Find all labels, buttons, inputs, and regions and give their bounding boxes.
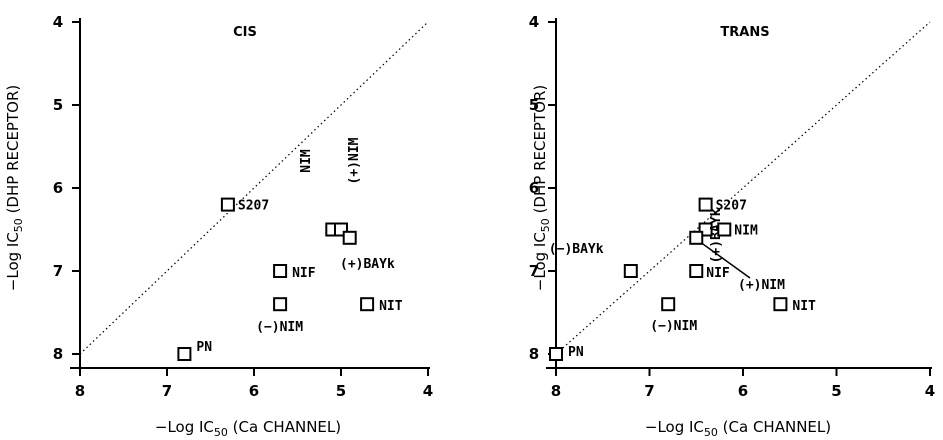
data-point-label: (+)NIM bbox=[738, 278, 785, 293]
x-tick-label: 4 bbox=[925, 382, 935, 400]
data-point-label: NIM bbox=[299, 149, 314, 173]
y-tick-label: 4 bbox=[53, 13, 63, 31]
y-tick-label: 6 bbox=[529, 179, 539, 197]
identity-line bbox=[79, 21, 429, 355]
data-point-label: (+)BAYk bbox=[340, 257, 395, 272]
y-tick-label: 5 bbox=[529, 96, 539, 114]
data-point-label: PN bbox=[568, 345, 584, 360]
data-point bbox=[661, 297, 676, 312]
panel-title: TRANS bbox=[720, 25, 769, 40]
data-point-label: S207 bbox=[716, 199, 747, 214]
data-point bbox=[773, 297, 788, 312]
chart-panel-1: 4 5 6 7 8 8 7 6 5 4 CIS −Log IC50 (Ca CHANNEL) −Log … bbox=[4, 13, 433, 439]
y-tick-label: 7 bbox=[529, 262, 539, 280]
chart-panel-2: 4 5 6 7 8 8 7 6 5 4 TRANS −Log IC50 (Ca CHANNEL) −Lo… bbox=[529, 13, 935, 439]
y-axis-label: −Log IC50 (DHP RECEPTOR) bbox=[531, 85, 552, 291]
data-point bbox=[177, 347, 192, 361]
y-tick-label: 4 bbox=[529, 13, 539, 31]
y-tick-label: 8 bbox=[53, 345, 63, 363]
data-point bbox=[220, 197, 235, 212]
y-tick-label: 8 bbox=[529, 345, 539, 363]
x-tick-label: 8 bbox=[75, 382, 85, 400]
x-tick-label: 6 bbox=[738, 382, 748, 400]
data-point-label: PN bbox=[196, 340, 212, 355]
x-tick-label: 5 bbox=[831, 382, 841, 400]
y-tick-label: 5 bbox=[53, 96, 63, 114]
data-point bbox=[698, 197, 713, 212]
data-point-label: (+)NIM bbox=[347, 137, 362, 184]
data-point-label: NIT bbox=[379, 299, 403, 314]
x-tick-label: 8 bbox=[551, 382, 561, 400]
y-tick-label: 7 bbox=[53, 262, 63, 280]
data-point bbox=[273, 264, 288, 278]
data-point-label: S207 bbox=[238, 199, 269, 214]
panel-title: CIS bbox=[233, 25, 257, 40]
x-tick-label: 7 bbox=[162, 382, 172, 400]
identity-line bbox=[555, 21, 931, 355]
x-tick-label: 6 bbox=[249, 382, 259, 400]
data-point bbox=[273, 297, 288, 312]
y-tick-label: 6 bbox=[53, 179, 63, 197]
data-point bbox=[623, 264, 638, 278]
x-axis-label: −Log IC50 (Ca CHANNEL) bbox=[645, 418, 831, 439]
x-tick-label: 7 bbox=[644, 382, 654, 400]
x-axis-label: −Log IC50 (Ca CHANNEL) bbox=[155, 418, 341, 439]
data-point-label: (−)NIM bbox=[650, 319, 697, 334]
data-point-label: NIM bbox=[734, 224, 758, 239]
data-point bbox=[689, 264, 704, 278]
data-point bbox=[342, 230, 357, 245]
data-point-label: NIF bbox=[706, 266, 730, 281]
label-leader-line bbox=[700, 242, 751, 279]
data-point bbox=[717, 222, 732, 237]
data-point-label: (−)NIM bbox=[256, 320, 303, 335]
y-axis-label: −Log IC50 (DHP RECEPTOR) bbox=[4, 85, 25, 291]
x-tick-label: 4 bbox=[423, 382, 433, 400]
data-point bbox=[689, 230, 704, 245]
x-tick-label: 5 bbox=[336, 382, 346, 400]
data-point-label: (−)BAYk bbox=[549, 242, 604, 257]
data-point-label: (+)BAYk bbox=[709, 208, 724, 263]
data-point bbox=[549, 347, 563, 361]
data-point-label: NIT bbox=[792, 299, 816, 314]
data-point-label: NIF bbox=[292, 266, 316, 281]
data-point bbox=[360, 297, 375, 312]
